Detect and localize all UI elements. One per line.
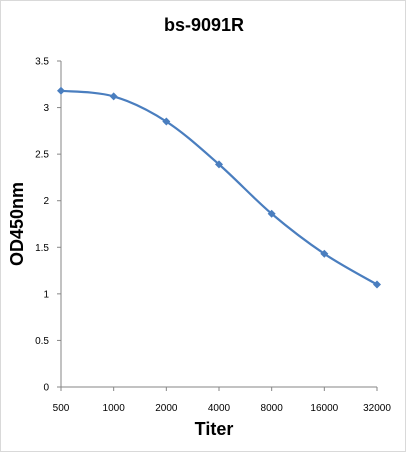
y-tick-label: 1 xyxy=(43,289,49,300)
data-point-marker xyxy=(57,86,65,95)
x-tick-label: 32000 xyxy=(363,403,391,414)
x-tick-label: 1000 xyxy=(103,403,126,414)
data-markers xyxy=(57,86,381,289)
x-tick-label: 500 xyxy=(53,403,70,414)
y-tick-label: 0 xyxy=(43,383,49,394)
y-tick-label: 3 xyxy=(43,103,49,114)
data-point-marker xyxy=(320,249,329,258)
y-tick-label: 2 xyxy=(43,196,49,207)
x-tick-label: 4000 xyxy=(208,403,231,414)
data-point-marker xyxy=(373,280,381,289)
x-axis-ticks: 500 1000 2000 4000 8000 16000 32000 xyxy=(53,387,391,414)
data-point-marker xyxy=(267,209,276,218)
chart-title: bs-9091R xyxy=(164,15,244,35)
y-axis-title: OD450nm xyxy=(7,182,27,266)
x-axis-title: Titer xyxy=(195,419,234,439)
x-tick-label: 16000 xyxy=(310,403,338,414)
y-axis-ticks: 0 0.5 1 1.5 2 2.5 3 3.5 xyxy=(35,57,61,394)
y-tick-label: 0.5 xyxy=(35,336,49,347)
y-tick-label: 2.5 xyxy=(35,150,49,161)
y-tick-label: 3.5 xyxy=(35,57,49,68)
series-line xyxy=(60,89,378,286)
y-tick-label: 1.5 xyxy=(35,243,49,254)
x-tick-label: 2000 xyxy=(155,403,178,414)
x-tick-label: 8000 xyxy=(261,403,284,414)
data-point-marker xyxy=(215,160,223,169)
data-point-marker xyxy=(109,92,118,101)
data-point-marker xyxy=(162,117,171,126)
